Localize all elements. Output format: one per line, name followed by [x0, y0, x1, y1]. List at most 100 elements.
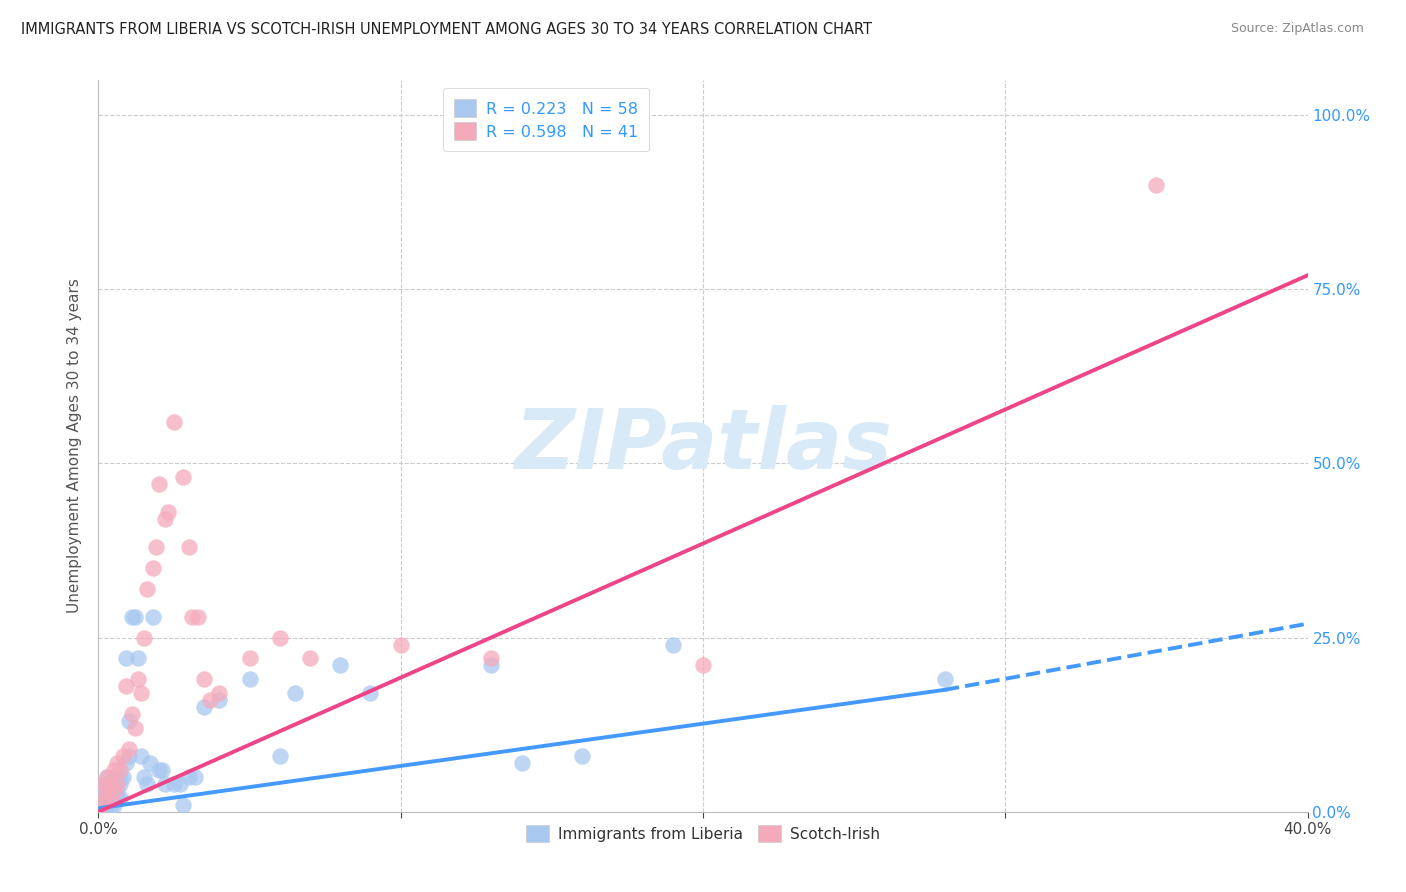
Point	[100, 784, 122, 798]
Y-axis label: Unemployment Among Ages 30 to 34 years: Unemployment Among Ages 30 to 34 years	[67, 278, 83, 614]
Point	[111, 770, 134, 784]
Point	[934, 673, 956, 687]
Point	[108, 770, 131, 784]
Point	[153, 512, 176, 526]
Point	[111, 749, 134, 764]
Point	[239, 673, 262, 687]
Point	[118, 714, 141, 728]
Point	[114, 651, 136, 665]
Point	[118, 749, 141, 764]
Point	[150, 763, 173, 777]
Point	[239, 651, 262, 665]
Point	[96, 770, 118, 784]
Point	[193, 700, 215, 714]
Point	[103, 790, 125, 805]
Point	[124, 609, 146, 624]
Point	[127, 673, 149, 687]
Point	[145, 540, 167, 554]
Point	[96, 777, 118, 791]
Point	[329, 658, 352, 673]
Point	[100, 777, 122, 791]
Point	[103, 777, 125, 791]
Point	[103, 784, 125, 798]
Point	[114, 679, 136, 693]
Point	[208, 686, 231, 700]
Point	[510, 756, 533, 770]
Point	[100, 777, 122, 791]
Point	[184, 770, 207, 784]
Point	[135, 777, 157, 791]
Point	[108, 790, 131, 805]
Point	[105, 784, 128, 798]
Point	[105, 756, 128, 770]
Point	[148, 477, 170, 491]
Point	[187, 609, 209, 624]
Point	[135, 582, 157, 596]
Point	[90, 797, 112, 812]
Point	[114, 756, 136, 770]
Point	[172, 470, 194, 484]
Point	[121, 609, 143, 624]
Point	[481, 651, 503, 665]
Point	[103, 763, 125, 777]
Point	[208, 693, 231, 707]
Point	[100, 797, 122, 812]
Point	[108, 763, 131, 777]
Point	[132, 631, 155, 645]
Point	[179, 770, 201, 784]
Point	[103, 770, 125, 784]
Point	[172, 797, 194, 812]
Point	[105, 790, 128, 805]
Point	[148, 763, 170, 777]
Point	[105, 777, 128, 791]
Point	[142, 561, 165, 575]
Point	[93, 790, 115, 805]
Point	[127, 651, 149, 665]
Point	[90, 784, 112, 798]
Point	[96, 784, 118, 798]
Point	[108, 777, 131, 791]
Point	[156, 505, 179, 519]
Point	[179, 540, 201, 554]
Point	[153, 777, 176, 791]
Point	[193, 673, 215, 687]
Point	[132, 770, 155, 784]
Point	[481, 658, 503, 673]
Point	[139, 756, 162, 770]
Point	[129, 749, 152, 764]
Point	[118, 742, 141, 756]
Point	[105, 770, 128, 784]
Point	[163, 777, 186, 791]
Point	[163, 415, 186, 429]
Point	[93, 777, 115, 791]
Point	[90, 797, 112, 812]
Point	[181, 609, 204, 624]
Point	[1144, 178, 1167, 192]
Point	[100, 790, 122, 805]
Point	[124, 721, 146, 735]
Legend: Immigrants from Liberia, Scotch-Irish: Immigrants from Liberia, Scotch-Irish	[520, 819, 886, 848]
Point	[90, 790, 112, 805]
Point	[269, 749, 291, 764]
Point	[200, 693, 222, 707]
Point	[103, 797, 125, 812]
Text: IMMIGRANTS FROM LIBERIA VS SCOTCH-IRISH UNEMPLOYMENT AMONG AGES 30 TO 34 YEARS C: IMMIGRANTS FROM LIBERIA VS SCOTCH-IRISH …	[21, 22, 872, 37]
Point	[121, 707, 143, 722]
Point	[661, 638, 683, 652]
Point	[299, 651, 322, 665]
Point	[96, 797, 118, 812]
Point	[169, 777, 191, 791]
Text: Source: ZipAtlas.com: Source: ZipAtlas.com	[1230, 22, 1364, 36]
Point	[269, 631, 291, 645]
Point	[389, 638, 412, 652]
Point	[93, 790, 115, 805]
Point	[571, 749, 593, 764]
Point	[129, 686, 152, 700]
Point	[96, 770, 118, 784]
Point	[96, 790, 118, 805]
Point	[692, 658, 714, 673]
Point	[93, 784, 115, 798]
Point	[93, 797, 115, 812]
Text: ZIPatlas: ZIPatlas	[515, 406, 891, 486]
Point	[360, 686, 382, 700]
